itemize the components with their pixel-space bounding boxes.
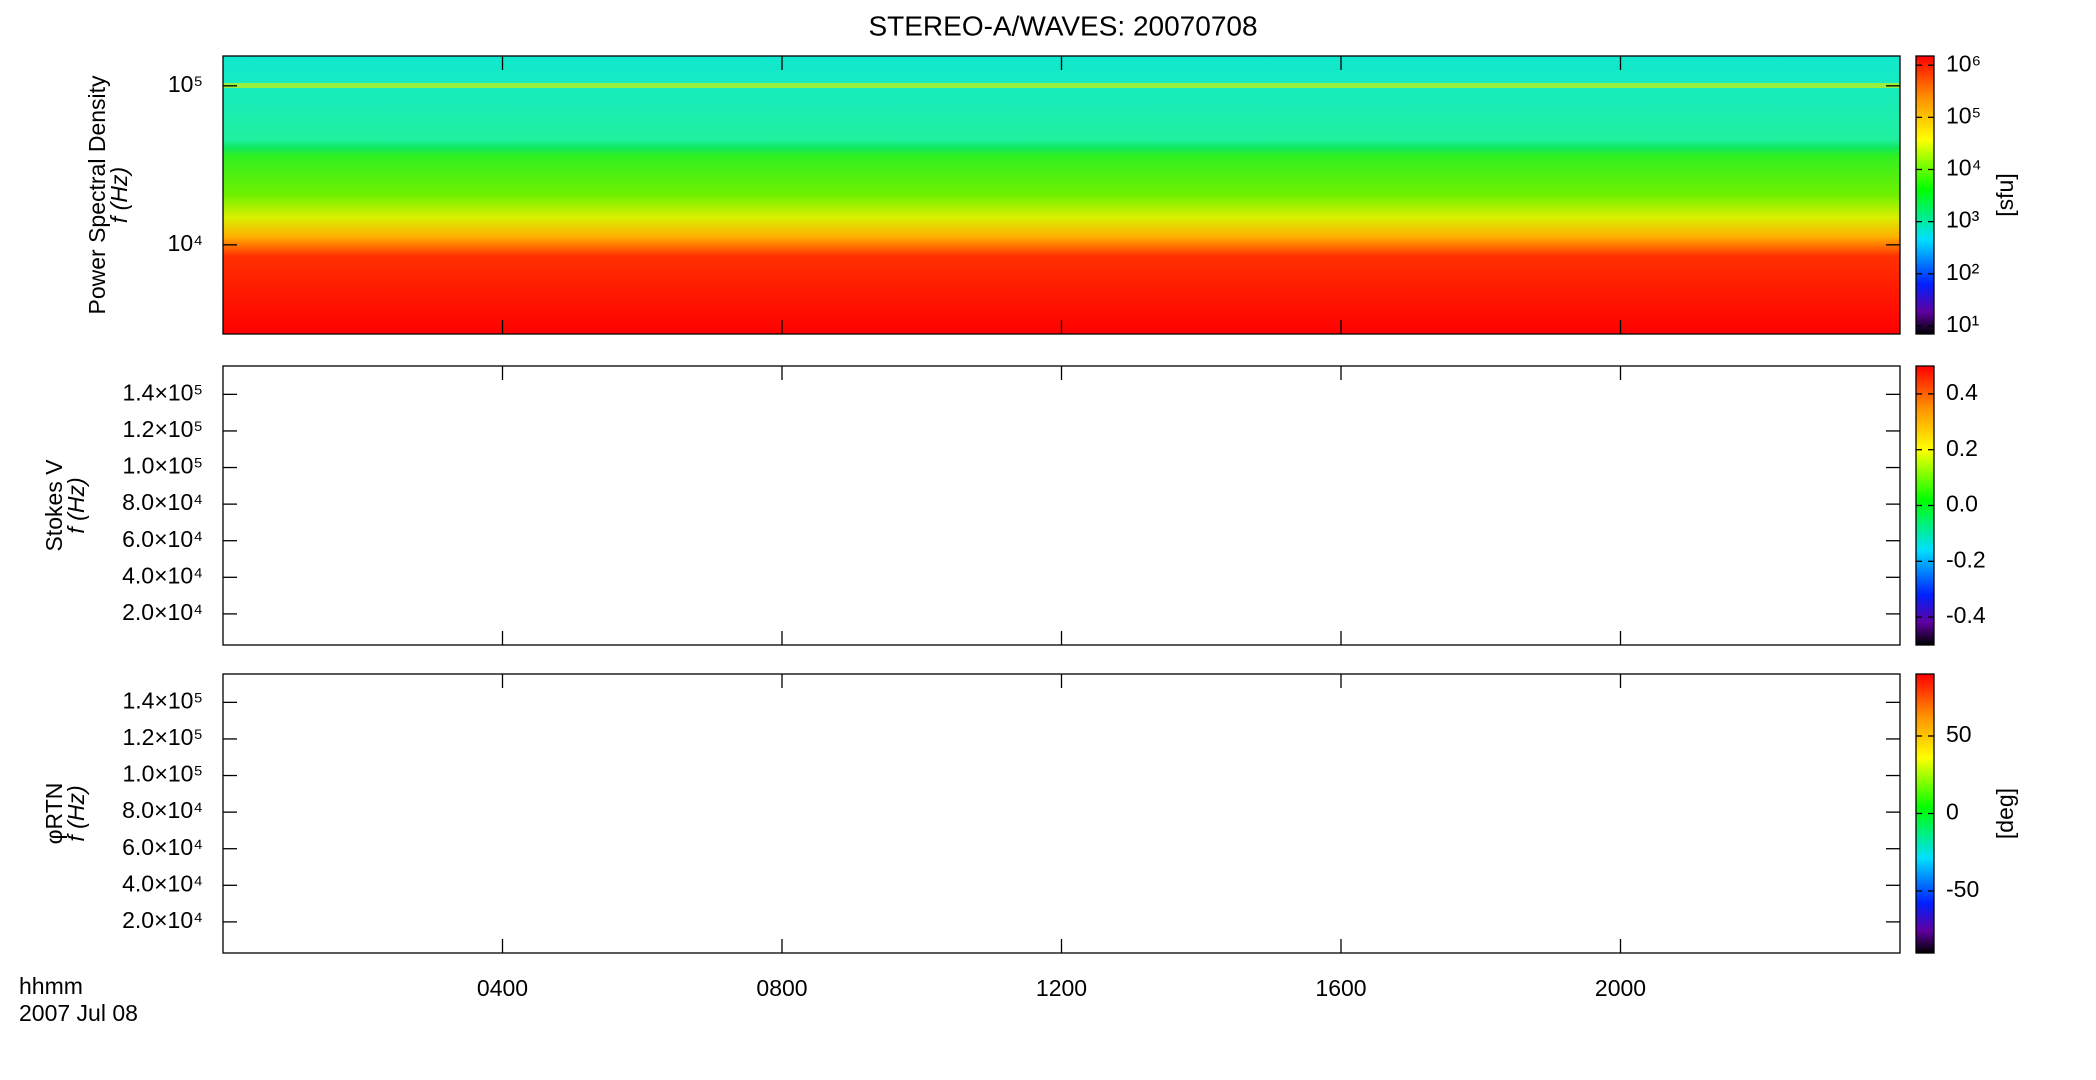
plot-frame xyxy=(222,365,1901,646)
y-tick-label: 1.0×10⁵ xyxy=(122,761,203,787)
y-tick-label: 1.2×10⁵ xyxy=(122,416,203,442)
y-tick-label: 4.0×10⁴ xyxy=(122,870,203,896)
y-axis-label: f (Hz) xyxy=(63,477,89,533)
colorbar-tick-label: 10⁵ xyxy=(1946,102,1981,128)
colorbar-label: [deg] xyxy=(1992,788,2018,839)
x-tick-label: 0800 xyxy=(756,975,807,1001)
y-tick-label: 4.0×10⁴ xyxy=(122,562,203,588)
x-tick-label: 1200 xyxy=(1036,975,1087,1001)
y-tick-label: 1.4×10⁵ xyxy=(122,379,203,405)
colorbar-tick-label: 10⁴ xyxy=(1946,155,1981,181)
colorbar-tick-label: 0 xyxy=(1946,799,1959,825)
colorbar xyxy=(1916,56,1934,334)
y-axis-label: Stokes V xyxy=(41,459,67,552)
colorbar-tick-label: 10⁶ xyxy=(1946,50,1981,76)
colorbar-label: [sfu] xyxy=(1992,173,2018,216)
y-tick-label: 1.4×10⁵ xyxy=(122,687,203,713)
y-tick-label: 1.0×10⁵ xyxy=(122,453,203,479)
y-axis-label: f (Hz) xyxy=(63,785,89,841)
colorbar xyxy=(1916,366,1934,645)
x-tick-label: 0400 xyxy=(477,975,528,1001)
y-tick-label: 8.0×10⁴ xyxy=(122,489,203,515)
colorbar-tick-label: -0.2 xyxy=(1946,546,1986,572)
colorbar-tick-label: 10³ xyxy=(1946,207,1980,233)
colorbar xyxy=(1916,674,1934,953)
spectrogram-band xyxy=(223,83,1900,88)
chart-title: STEREO-A/WAVES: 20070708 xyxy=(868,10,1257,41)
y-tick-label: 8.0×10⁴ xyxy=(122,797,203,823)
colorbar-tick-label: 50 xyxy=(1946,721,1972,747)
y-tick-label: 10⁴ xyxy=(168,230,203,256)
spectrogram xyxy=(223,56,1900,334)
y-tick-label: 10⁵ xyxy=(168,71,203,97)
date-label: 2007 Jul 08 xyxy=(19,1000,138,1026)
colorbar-tick-label: 0.0 xyxy=(1946,491,1978,517)
y-axis-label: f (Hz) xyxy=(106,167,132,223)
y-axis-label: Power Spectral Density xyxy=(84,75,110,315)
colorbar-tick-label: -50 xyxy=(1946,876,1979,902)
y-tick-label: 2.0×10⁴ xyxy=(122,907,203,933)
y-tick-label: 6.0×10⁴ xyxy=(122,526,203,552)
colorbar-tick-label: 10² xyxy=(1946,259,1980,285)
x-tick-label: 1600 xyxy=(1315,975,1366,1001)
y-tick-label: 1.2×10⁵ xyxy=(122,724,203,750)
x-axis-label: hhmm xyxy=(19,973,83,999)
x-tick-label: 2000 xyxy=(1595,975,1646,1001)
colorbar-tick-label: 10¹ xyxy=(1946,311,1980,337)
colorbar-tick-label: 0.4 xyxy=(1946,379,1978,405)
colorbar-tick-label: 0.2 xyxy=(1946,435,1978,461)
colorbar-frame xyxy=(1915,55,1935,335)
colorbar-tick-label: -0.4 xyxy=(1946,602,1986,628)
y-tick-label: 2.0×10⁴ xyxy=(122,599,203,625)
y-tick-label: 6.0×10⁴ xyxy=(122,834,203,860)
y-axis-label: φRTN xyxy=(41,783,67,845)
plot-frame xyxy=(222,673,1901,954)
